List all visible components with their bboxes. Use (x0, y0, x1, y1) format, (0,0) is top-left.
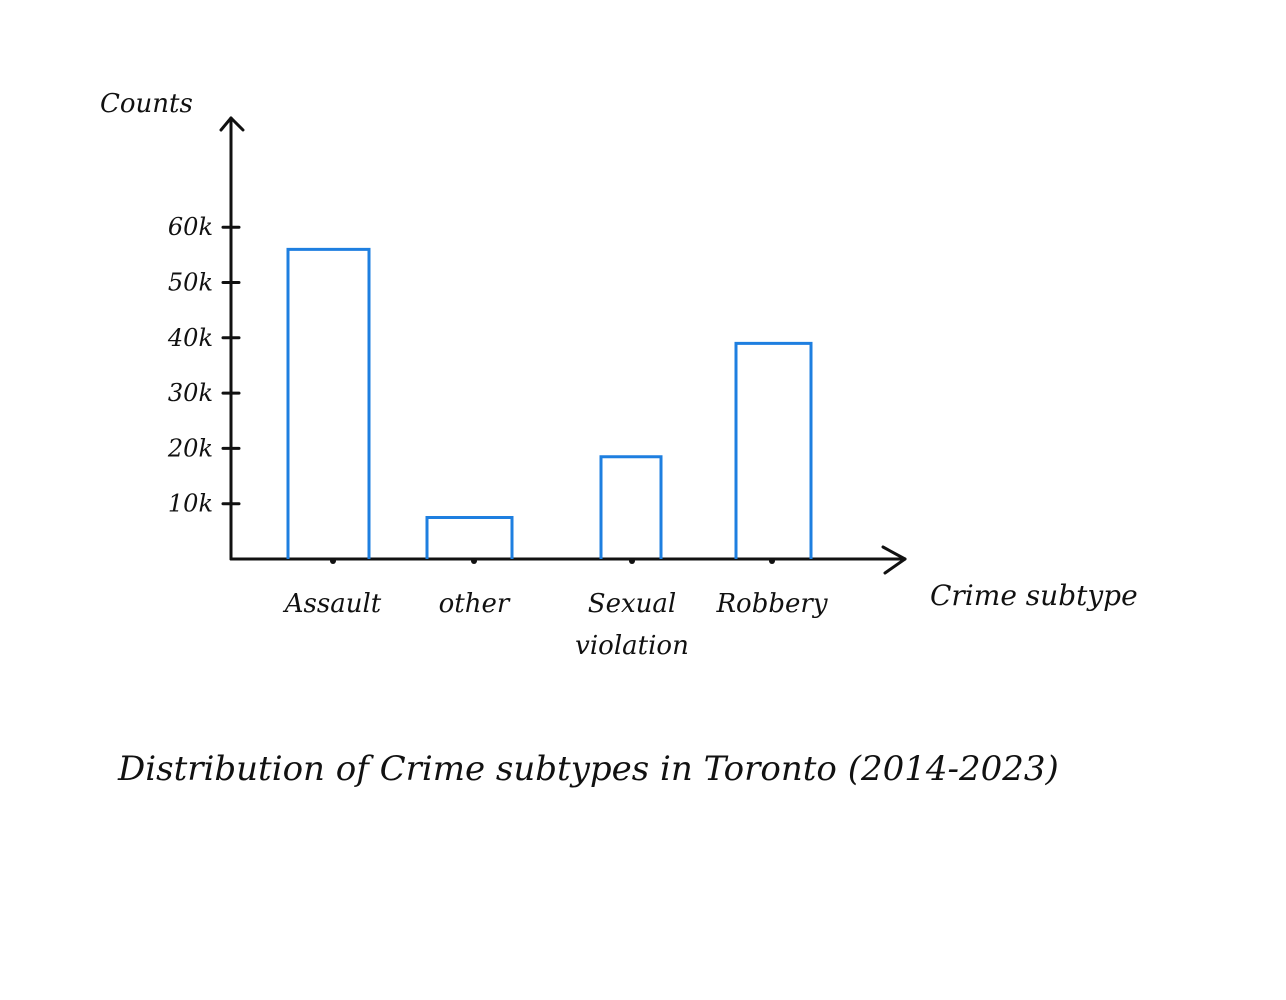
y-axis-arrow (219, 116, 245, 132)
chart-bars (286, 247, 813, 559)
x-tick-label: Sexual violation (575, 589, 689, 661)
x-tick-label: Robbery (715, 589, 827, 619)
y-tick-label: 20k (167, 434, 213, 462)
x-axis-label: Crime subtype (930, 579, 1138, 612)
chart-title: Distribution of Crime subtypes in Toront… (117, 749, 1059, 789)
bar (286, 247, 371, 559)
y-tick-label: 60k (168, 213, 213, 241)
y-axis-label: Counts (100, 89, 193, 119)
y-tick-label: 30k (168, 379, 213, 407)
y-tick-label: 50k (168, 269, 213, 297)
x-categories: Assault other Sexual violation Robbery (283, 558, 828, 661)
x-tick-label: other (439, 589, 511, 619)
chart-axes (219, 116, 907, 575)
y-tick-label: 40k (167, 324, 213, 352)
bar (599, 455, 663, 559)
x-tick-mark (471, 558, 477, 564)
bar (425, 516, 514, 559)
x-axis-arrow (881, 545, 907, 575)
x-tick-mark (769, 558, 775, 564)
x-tick-label: Assault (283, 589, 382, 619)
x-tick-mark (629, 558, 635, 564)
bar (734, 341, 813, 559)
y-tick-label: 10k (168, 490, 213, 518)
x-tick-mark (330, 558, 336, 564)
y-ticks: 10k 20k 30k 40k 50k 60k (167, 213, 241, 518)
